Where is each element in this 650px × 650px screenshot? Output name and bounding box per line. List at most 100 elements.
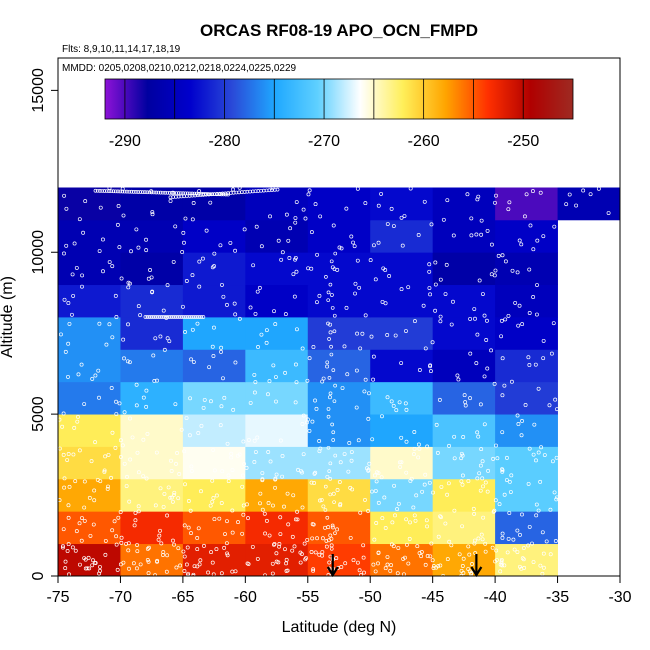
sample-marker xyxy=(430,340,435,345)
sample-marker xyxy=(481,484,485,489)
sample-marker xyxy=(507,511,512,515)
sample-marker xyxy=(360,331,365,336)
sample-marker xyxy=(527,524,532,529)
sample-marker xyxy=(98,564,102,569)
sample-marker xyxy=(110,430,115,435)
sample-marker xyxy=(411,452,416,457)
sample-marker xyxy=(319,497,324,502)
sample-marker xyxy=(425,554,430,558)
sample-marker xyxy=(293,362,298,367)
sample-marker xyxy=(87,495,92,500)
sample-marker xyxy=(416,442,421,447)
sample-marker xyxy=(173,402,178,407)
sample-marker xyxy=(391,403,396,408)
sample-marker xyxy=(260,477,265,482)
sample-marker xyxy=(567,192,572,197)
sample-marker xyxy=(292,544,297,549)
sample-marker xyxy=(185,545,190,550)
sample-marker xyxy=(103,552,108,557)
sample-marker xyxy=(330,422,335,427)
sample-marker xyxy=(526,481,531,486)
sample-marker xyxy=(266,392,270,397)
sample-marker xyxy=(527,446,532,451)
sample-marker xyxy=(303,557,308,562)
sample-marker xyxy=(192,191,197,196)
sample-marker xyxy=(320,536,325,541)
sample-marker xyxy=(325,360,330,365)
x-axis-label: Latitude (deg N) xyxy=(282,619,397,636)
sample-marker xyxy=(236,520,240,525)
sample-marker xyxy=(330,523,335,528)
sample-marker xyxy=(317,439,322,443)
sample-marker xyxy=(315,536,319,541)
sample-marker xyxy=(466,479,471,483)
sample-marker xyxy=(538,563,543,568)
sample-marker xyxy=(393,513,397,518)
sample-marker xyxy=(171,492,176,497)
sample-marker xyxy=(489,272,494,277)
sample-markers xyxy=(57,185,611,578)
sample-marker xyxy=(274,551,279,556)
sample-marker xyxy=(447,539,452,544)
sample-marker xyxy=(161,315,166,319)
sample-marker xyxy=(280,454,285,458)
sample-marker xyxy=(136,304,141,309)
sample-marker xyxy=(221,376,225,381)
sample-marker xyxy=(222,545,227,550)
sample-marker xyxy=(147,190,152,195)
sample-marker xyxy=(138,313,143,318)
sample-marker xyxy=(478,488,483,493)
sample-marker xyxy=(535,238,540,243)
sample-marker xyxy=(295,517,300,522)
sample-marker xyxy=(133,518,138,523)
sample-marker xyxy=(541,551,546,556)
sample-marker xyxy=(355,331,360,336)
sample-marker xyxy=(229,451,234,456)
sample-marker xyxy=(285,568,290,573)
sample-marker xyxy=(540,530,545,535)
sample-marker xyxy=(371,562,376,567)
sample-marker xyxy=(181,549,186,554)
sample-marker xyxy=(380,516,385,521)
sample-marker xyxy=(492,381,497,386)
sample-marker xyxy=(141,474,146,479)
heatmap-cell xyxy=(245,478,309,512)
sample-marker xyxy=(211,325,216,330)
sample-marker xyxy=(112,519,117,524)
sample-marker xyxy=(329,352,334,357)
sample-marker xyxy=(162,491,167,496)
heatmap-cell xyxy=(58,446,121,480)
sample-marker xyxy=(331,438,336,442)
sample-marker xyxy=(494,548,499,553)
sample-marker xyxy=(109,189,114,194)
sample-marker xyxy=(82,479,87,484)
sample-marker xyxy=(183,191,188,196)
sample-marker xyxy=(368,258,373,263)
sample-marker xyxy=(403,401,408,406)
sample-marker xyxy=(362,570,366,575)
sample-marker xyxy=(520,556,525,561)
sample-marker xyxy=(503,259,508,264)
sample-marker xyxy=(150,210,155,215)
sample-marker xyxy=(189,464,194,469)
sample-marker xyxy=(333,531,337,536)
sample-marker xyxy=(535,283,539,287)
x-tick-label: -40 xyxy=(484,589,507,606)
sample-marker xyxy=(66,542,71,547)
sample-marker xyxy=(339,565,344,569)
sample-marker xyxy=(103,538,108,543)
sample-marker xyxy=(159,541,164,546)
sample-marker xyxy=(149,315,154,319)
sample-marker xyxy=(183,315,188,319)
sample-marker xyxy=(451,233,456,238)
heatmap-cell xyxy=(245,317,309,350)
sample-marker xyxy=(512,547,517,552)
sample-marker xyxy=(439,484,444,489)
sample-marker xyxy=(134,566,139,571)
sample-marker xyxy=(327,376,332,380)
sample-marker xyxy=(127,281,132,286)
sample-marker xyxy=(60,424,65,429)
sample-marker xyxy=(328,391,333,396)
sample-marker xyxy=(104,189,109,193)
sample-marker xyxy=(499,318,504,323)
